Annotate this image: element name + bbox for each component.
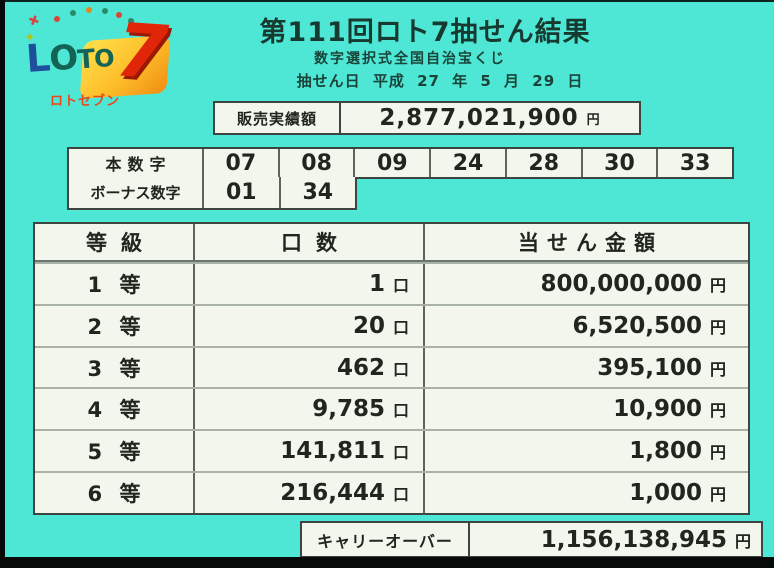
count-value: 216,444 [280, 480, 385, 507]
star-icon: ✦ [24, 30, 36, 46]
rank-cell: 5 等 [87, 440, 141, 465]
logo-letter: T [76, 44, 96, 76]
sales-amount: 2,877,021,900 円 [341, 103, 639, 133]
logo-letter: O [93, 43, 115, 74]
count-unit: 口 [392, 401, 409, 421]
prize-cell: 1,000 円 [423, 473, 748, 513]
count-cell: 141,811 口 [193, 431, 423, 472]
prize-row: 1 等 1 口 800,000,000 円 [35, 262, 748, 304]
header-rank: 等級 [86, 231, 156, 255]
sparkle-icon: ✚ [25, 12, 42, 31]
prize-row: 3 等 462 口 395,100 円 [35, 345, 748, 388]
count-value: 141,811 [280, 438, 385, 465]
main-number-cell: 09 [353, 149, 429, 177]
main-number-cell: 08 [277, 149, 354, 177]
decor-dot-icon [128, 18, 134, 24]
rank-cell: 2 等 [87, 314, 141, 339]
prize-row: 2 等 20 口 6,520,500 円 [35, 303, 748, 346]
decor-dot-icon [54, 16, 60, 22]
count-value: 9,785 [312, 396, 385, 423]
main-number-cell: 24 [429, 149, 505, 177]
prize-value: 800,000,000 [540, 270, 702, 297]
page-subtitle: 数字選択式全国自治宝くじ [314, 51, 506, 67]
decor-dot-icon [116, 12, 122, 18]
prize-table-header: 等級 口数 当せん金額 [35, 224, 748, 262]
screen-edge-top [0, 0, 774, 2]
decor-dot-icon [70, 10, 76, 16]
count-unit: 口 [392, 359, 409, 379]
count-cell: 1 口 [193, 264, 423, 304]
rank-cell: 1 等 [87, 272, 141, 297]
sales-amount-value: 2,877,021,900 [379, 105, 579, 131]
main-number-cell: 30 [580, 149, 657, 177]
count-value: 1 [368, 270, 385, 297]
prize-row: 5 等 141,811 口 1,800 円 [35, 429, 748, 472]
main-number-cell: 28 [504, 149, 581, 177]
page-title: 第111回ロト7抽せん結果 [259, 17, 591, 48]
count-unit: 口 [392, 317, 409, 337]
prize-row: 6 等 216,444 口 1,000 円 [35, 471, 748, 513]
prize-value: 395,100 [597, 354, 702, 381]
carryover-label: キャリーオーバー [302, 523, 470, 556]
logo-subtext: ロトセブン [50, 94, 121, 109]
logo-loto-text: L O T O [25, 31, 115, 81]
prize-table: 等級 口数 当せん金額 1 等 1 口 800,000,000 円 2 等 20… [33, 222, 750, 515]
prize-unit: 円 [709, 317, 726, 337]
logo-letter: L [24, 35, 51, 81]
prize-unit: 円 [709, 359, 726, 379]
carryover-amount: 1,156,138,945 円 [470, 523, 761, 556]
carryover-amount-unit: 円 [734, 531, 751, 551]
count-cell: 20 口 [193, 305, 423, 346]
rank-cell: 4 等 [87, 398, 141, 423]
header-count: 口数 [193, 224, 423, 260]
prize-value: 10,900 [613, 396, 702, 423]
main-number-cell: 33 [656, 149, 732, 177]
count-value: 20 [352, 312, 385, 339]
prize-value: 1,800 [629, 438, 702, 465]
sales-box: 販売実績額 2,877,021,900 円 [213, 101, 641, 135]
count-cell: 216,444 口 [193, 473, 423, 513]
prize-unit: 円 [709, 275, 726, 295]
count-unit: 口 [392, 485, 409, 505]
decor-dot-icon [102, 8, 108, 14]
rank-cell: 6 等 [87, 482, 141, 507]
bonus-numbers-label: ボーナス数字 [90, 184, 181, 202]
main-numbers-row: 本数字 07 08 09 24 28 30 33 [67, 147, 734, 179]
screen-edge-bottom [0, 557, 774, 568]
draw-date: 抽せん日 平成 27 年 5 月 29 日 [296, 72, 584, 90]
prize-cell: 800,000,000 円 [423, 264, 748, 304]
prize-unit: 円 [709, 443, 726, 463]
prize-unit: 円 [709, 401, 726, 421]
count-value: 462 [336, 354, 385, 381]
prize-row: 4 等 9,785 口 10,900 円 [35, 387, 748, 430]
prize-cell: 395,100 円 [423, 347, 748, 388]
prize-cell: 1,800 円 [423, 431, 748, 472]
decor-dot-icon [86, 7, 92, 13]
bonus-number-cell: 01 [202, 177, 279, 208]
count-cell: 9,785 口 [193, 389, 423, 430]
bonus-number-cell: 34 [278, 177, 356, 208]
count-unit: 口 [392, 275, 409, 295]
count-cell: 462 口 [193, 347, 423, 388]
count-unit: 口 [392, 443, 409, 463]
main-numbers-label: 本数字 [105, 155, 172, 174]
prize-value: 6,520,500 [572, 312, 702, 339]
sales-amount-unit: 円 [586, 112, 601, 128]
prize-cell: 6,520,500 円 [423, 305, 748, 346]
logo-letter: O [48, 37, 79, 80]
prize-unit: 円 [709, 485, 726, 505]
carryover-box: キャリーオーバー 1,156,138,945 円 [300, 521, 763, 558]
bonus-numbers-row: ボーナス数字 01 34 [67, 177, 357, 210]
header-prize: 当せん金額 [423, 224, 748, 260]
loto7-logo: ✚ ✦ 7 L O T O ロトセブン [20, 7, 170, 109]
prize-cell: 10,900 円 [423, 389, 748, 430]
rank-cell: 3 等 [87, 356, 141, 381]
screen-edge-left [0, 0, 5, 568]
prize-value: 1,000 [629, 480, 702, 507]
carryover-amount-value: 1,156,138,945 [540, 526, 727, 553]
main-number-cell: 07 [202, 149, 278, 177]
sales-label: 販売実績額 [215, 103, 341, 133]
